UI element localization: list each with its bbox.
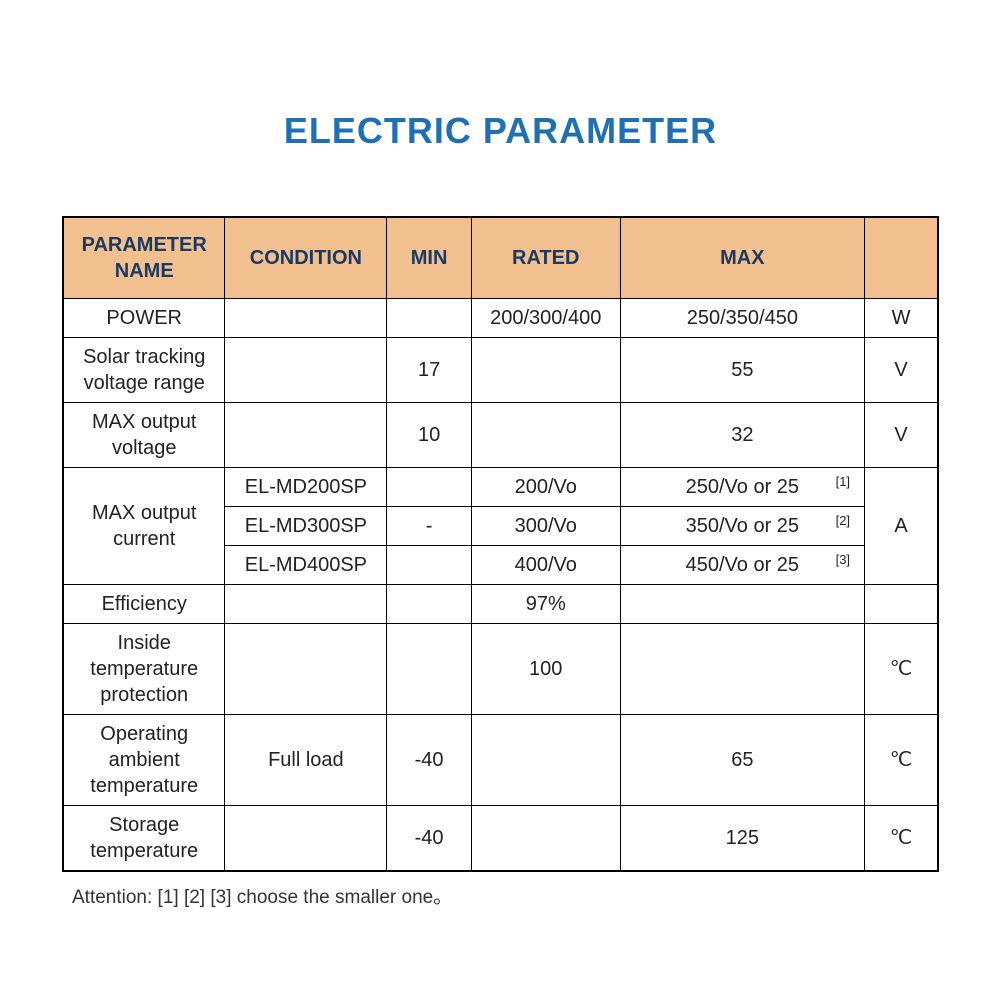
cell-max-value: 450/Vo or 25 [686,554,799,576]
cell-unit: A [865,468,938,585]
table-row: Storage temperature -40 125 ℃ [63,806,938,872]
col-header-max: MAX [620,217,864,299]
cell-name: Inside temperature protection [63,624,225,715]
table-row: Inside temperature protection 100 ℃ [63,624,938,715]
cell-unit: V [865,338,938,403]
cell-max [620,585,864,624]
table-row: Solar tracking voltage range 17 55 V [63,338,938,403]
cell-name: Efficiency [63,585,225,624]
cell-cond: Full load [225,715,387,806]
cell-name: MAX output voltage [63,403,225,468]
cell-max-value: 350/Vo or 25 [686,515,799,537]
table-row: Operating ambient temperature Full load … [63,715,938,806]
cell-cond: EL-MD200SP [225,468,387,507]
cell-cond [225,806,387,872]
cell-rated: 200/300/400 [471,299,620,338]
cell-name: MAX output current [63,468,225,585]
cell-name: Operating ambient temperature [63,715,225,806]
cell-unit: ℃ [865,806,938,872]
cell-max: 450/Vo or 25 [3] [620,546,864,585]
page-title: ELECTRIC PARAMETER [0,110,1001,152]
cell-cond: EL-MD300SP [225,507,387,546]
cell-min: 17 [387,338,471,403]
table-row: MAX output voltage 10 32 V [63,403,938,468]
cell-name: Storage temperature [63,806,225,872]
parameter-table-wrap: PARAMETER NAME CONDITION MIN RATED MAX P… [62,216,939,872]
cell-cond [225,338,387,403]
table-row: MAX output current EL-MD200SP 200/Vo 250… [63,468,938,507]
cell-unit: W [865,299,938,338]
cell-max: 55 [620,338,864,403]
col-header-min: MIN [387,217,471,299]
footnote-ref: [1] [836,474,850,491]
cell-unit: ℃ [865,624,938,715]
cell-max: 250/Vo or 25 [1] [620,468,864,507]
footnote-ref: [2] [836,513,850,530]
table-row: Efficiency 97% [63,585,938,624]
cell-rated [471,338,620,403]
cell-max: 350/Vo or 25 [2] [620,507,864,546]
cell-max: 65 [620,715,864,806]
cell-max: 32 [620,403,864,468]
page: ELECTRIC PARAMETER PARAMETER NAME CONDIT… [0,0,1001,1001]
footnote-text: Attention: [1] [2] [3] choose the smalle… [72,882,939,909]
cell-cond [225,585,387,624]
col-header-rated: RATED [471,217,620,299]
cell-rated [471,806,620,872]
cell-rated: 100 [471,624,620,715]
cell-cond [225,299,387,338]
col-header-unit [865,217,938,299]
cell-rated [471,403,620,468]
cell-min [387,468,471,507]
table-row: POWER 200/300/400 250/350/450 W [63,299,938,338]
cell-rated: 200/Vo [471,468,620,507]
cell-min: - [387,507,471,546]
cell-rated: 400/Vo [471,546,620,585]
cell-min [387,546,471,585]
cell-rated: 97% [471,585,620,624]
cell-rated [471,715,620,806]
parameter-table: PARAMETER NAME CONDITION MIN RATED MAX P… [62,216,939,872]
cell-min [387,585,471,624]
footnote-ref: [3] [836,552,850,569]
cell-max: 250/350/450 [620,299,864,338]
cell-name: POWER [63,299,225,338]
table-header-row: PARAMETER NAME CONDITION MIN RATED MAX [63,217,938,299]
cell-min [387,624,471,715]
cell-max: 125 [620,806,864,872]
cell-min: -40 [387,715,471,806]
col-header-name: PARAMETER NAME [63,217,225,299]
cell-unit [865,585,938,624]
cell-unit: ℃ [865,715,938,806]
cell-unit: V [865,403,938,468]
cell-min [387,299,471,338]
cell-max [620,624,864,715]
cell-max-value: 250/Vo or 25 [686,476,799,498]
cell-name: Solar tracking voltage range [63,338,225,403]
cell-min: 10 [387,403,471,468]
cell-cond [225,403,387,468]
cell-min: -40 [387,806,471,872]
cell-cond: EL-MD400SP [225,546,387,585]
cell-cond [225,624,387,715]
cell-rated: 300/Vo [471,507,620,546]
col-header-cond: CONDITION [225,217,387,299]
